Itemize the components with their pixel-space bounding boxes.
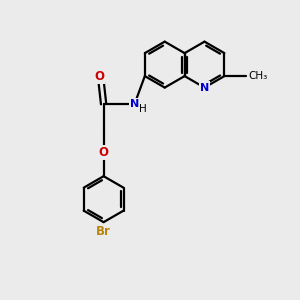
Text: CH₃: CH₃ [248, 71, 267, 81]
Text: O: O [99, 146, 109, 159]
Text: O: O [95, 70, 105, 83]
Text: N: N [200, 82, 209, 93]
Text: Br: Br [96, 225, 111, 238]
Text: N: N [130, 99, 139, 109]
Text: H: H [139, 104, 147, 114]
